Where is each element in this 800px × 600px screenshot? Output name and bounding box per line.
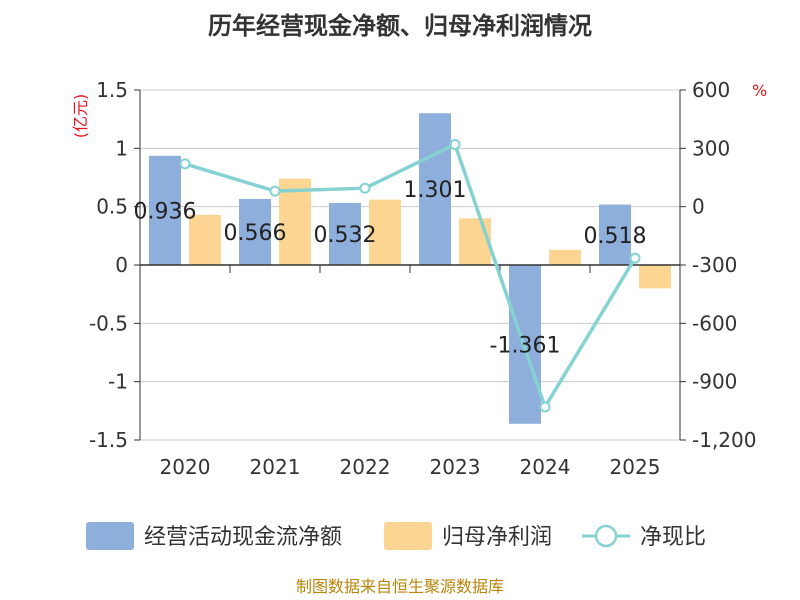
- data-label: 0.518: [584, 224, 647, 249]
- right-tick-label: -300: [692, 253, 737, 277]
- legend: 经营活动现金流净额 归母净利润 净现比: [86, 522, 706, 550]
- axes: 1.5 1 0.5 0 -0.5 -1 -1.5 600 300 0 -300 -600 -900 -1,…: [89, 78, 757, 479]
- bar-profit: [459, 218, 491, 265]
- right-tick-label: -600: [692, 311, 737, 335]
- ratio-point: [449, 138, 461, 150]
- ratio-point: [269, 185, 281, 197]
- bar-cashflow: [329, 202, 361, 265]
- data-label: 0.936: [134, 199, 197, 224]
- right-axis-unit: %: [752, 81, 767, 100]
- left-tick-label: -0.5: [89, 311, 128, 335]
- legend-label: 经营活动现金流净额: [144, 525, 342, 550]
- bar-cashflow: [239, 198, 271, 265]
- legend-label: 净现比: [640, 525, 706, 550]
- left-tick-label: -1: [108, 370, 128, 394]
- data-labels: 0.936 0.566 0.532 1.301 -1.361 0.518: [134, 178, 647, 358]
- bar-cashflow: [419, 113, 451, 265]
- ratio-point: [179, 158, 191, 170]
- bar-profit: [639, 265, 671, 289]
- ratio-point: [359, 182, 371, 194]
- x-tick-label: 2021: [250, 455, 301, 479]
- ratio-point: [629, 252, 641, 264]
- legend-label: 归母净利润: [442, 525, 552, 550]
- bar-cashflow: [149, 155, 181, 265]
- bar-profit: [369, 199, 401, 265]
- x-tick-label: 2022: [340, 455, 391, 479]
- left-axis-unit: (亿元): [71, 94, 90, 139]
- x-tick-label: 2023: [430, 455, 481, 479]
- bar-profit: [549, 249, 581, 265]
- bar-profit: [189, 214, 221, 265]
- chart-title: 历年经营现金净额、归母净利润情况: [208, 12, 592, 40]
- right-tick-label: 0: [692, 195, 705, 219]
- legend-swatch-point: [594, 524, 618, 548]
- right-tick-label: 600: [692, 78, 730, 102]
- source-note: 制图数据来自恒生聚源数据库: [296, 577, 504, 596]
- right-tick-label: 300: [692, 136, 730, 160]
- data-label: -1.361: [490, 333, 561, 358]
- ratio-line: [179, 138, 641, 413]
- bar-cashflow: [599, 204, 631, 265]
- ratio-line-path: [184, 142, 637, 412]
- data-label: 0.532: [314, 223, 377, 248]
- left-tick-label: -1.5: [89, 428, 128, 452]
- x-tick-label: 2024: [520, 455, 571, 479]
- legend-swatch: [384, 522, 432, 550]
- bars: [149, 113, 671, 424]
- left-tick-label: 1.5: [96, 78, 128, 102]
- right-tick-label: -900: [692, 370, 737, 394]
- ratio-point: [539, 401, 551, 413]
- data-label: 0.566: [224, 221, 287, 246]
- legend-swatch: [86, 522, 134, 550]
- x-tick-label: 2025: [610, 455, 661, 479]
- data-label: 1.301: [404, 178, 467, 203]
- right-tick-label: -1,200: [692, 428, 756, 452]
- left-tick-label: 1: [115, 136, 128, 160]
- left-tick-label: 0.5: [96, 195, 128, 219]
- bar-profit: [279, 178, 311, 265]
- x-tick-label: 2020: [160, 455, 211, 479]
- left-tick-label: 0: [115, 253, 128, 277]
